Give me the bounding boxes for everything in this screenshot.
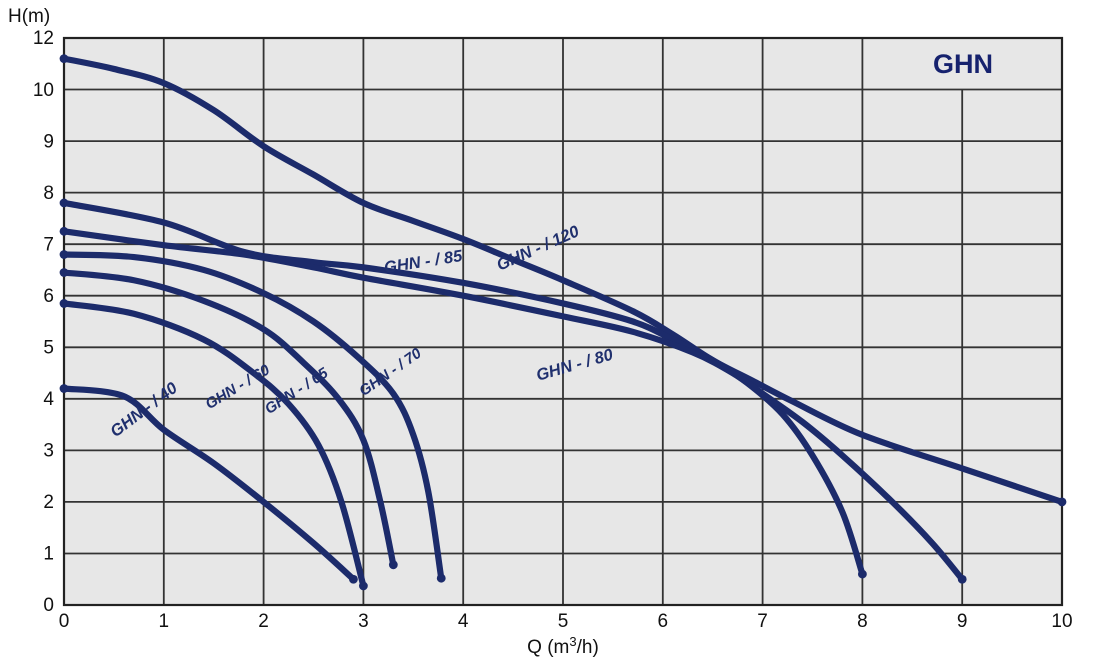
svg-text:6: 6 [658, 611, 669, 632]
svg-text:6: 6 [43, 286, 54, 307]
svg-text:9: 9 [43, 132, 54, 153]
svg-text:8: 8 [43, 183, 54, 204]
svg-text:4: 4 [458, 611, 469, 632]
svg-text:H(m): H(m) [8, 6, 50, 27]
svg-text:10: 10 [33, 80, 54, 101]
svg-text:9: 9 [957, 611, 968, 632]
svg-text:8: 8 [857, 611, 868, 632]
svg-text:4: 4 [43, 389, 54, 410]
svg-text:7: 7 [757, 611, 768, 632]
svg-text:1: 1 [43, 544, 54, 565]
svg-text:0: 0 [43, 595, 54, 616]
svg-text:7: 7 [43, 235, 54, 256]
svg-text:12: 12 [33, 28, 54, 49]
svg-text:5: 5 [43, 338, 54, 359]
svg-text:3: 3 [358, 611, 369, 632]
svg-text:5: 5 [558, 611, 569, 632]
svg-text:1: 1 [159, 611, 170, 632]
svg-text:2: 2 [258, 611, 269, 632]
svg-text:10: 10 [1051, 611, 1072, 632]
svg-text:0: 0 [59, 611, 70, 632]
svg-text:Q (m3/h): Q (m3/h) [527, 634, 599, 659]
svg-text:GHN: GHN [933, 49, 993, 79]
svg-text:2: 2 [43, 492, 54, 513]
svg-text:3: 3 [43, 441, 54, 462]
